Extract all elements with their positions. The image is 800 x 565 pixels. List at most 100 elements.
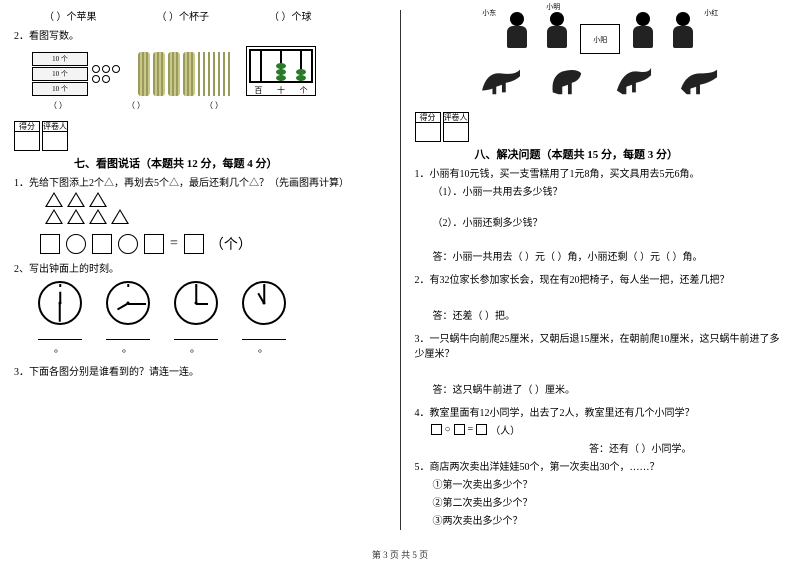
blank-paren: （ ）: [127, 100, 145, 111]
triangle-icon: [45, 209, 63, 224]
right-column: 小东 小明 小阳 小红 得分: [401, 0, 800, 540]
clock-face: [38, 281, 82, 325]
period: 。: [54, 340, 64, 355]
circle-icon: [102, 75, 110, 83]
triangle-icon: [45, 192, 63, 207]
score-label: 得分: [14, 121, 40, 131]
count-figures-row: 10 个 10 个 10 个: [32, 46, 386, 96]
q8-5-3: ③两次卖出多少个？: [433, 512, 787, 527]
circle-icon: [92, 75, 100, 83]
kid-icon: [626, 12, 660, 54]
grader-col: 评卷人: [42, 121, 68, 151]
period: 。: [258, 340, 268, 355]
stick-bundle-icon: [153, 52, 165, 96]
label-cup: （ ）个杯子: [157, 8, 210, 23]
loose-circles: [92, 65, 122, 83]
score-col: 得分: [415, 112, 441, 142]
equals-sign: =: [170, 236, 178, 252]
eq-unit: （个）: [210, 234, 252, 254]
hour-hand: [117, 303, 128, 310]
q2-title: 2．看图写数。: [14, 27, 386, 42]
circle-blank: [118, 234, 138, 254]
blank-paren: （ ）: [205, 100, 223, 111]
kid-figure: [626, 12, 660, 54]
abacus-rod: [280, 51, 282, 81]
q8-3: 3．一只蜗牛向前爬25厘米，又朝后退15厘米，在朝前爬10厘米，这只蜗牛前进了多…: [415, 330, 787, 360]
circle-blank: [66, 234, 86, 254]
triangle-row-1: [44, 192, 386, 207]
kid-label: 小东: [482, 8, 496, 18]
q8-4-answer: 答：还有（ ）小同学。: [495, 440, 787, 455]
triangle-row-2: [44, 209, 386, 224]
q7-2: 2、写出钟面上的时刻。: [14, 260, 386, 275]
abacus-frame: [249, 49, 313, 83]
kid-icon: [666, 12, 700, 54]
abacus-col-label: 百: [254, 85, 262, 96]
minute-hand: [128, 303, 146, 305]
kid-figure: 小东: [500, 12, 534, 54]
stick-icon: [213, 52, 215, 96]
stick-bundle-icon: [168, 52, 180, 96]
q8-2: 2．有32位家长参加家长会，现在有20把椅子，每人坐一把，还差几把？: [415, 271, 787, 286]
q8-4: 4．教室里面有12小同学，出去了2人，教室里还有几个小同学？: [415, 404, 787, 419]
eq-unit: （人）: [490, 422, 520, 437]
square-blank: [184, 234, 204, 254]
minute-hand: [195, 286, 197, 304]
grader-blank: [443, 122, 469, 142]
table-object: 小阳: [580, 24, 620, 54]
clocks-row: [38, 281, 386, 325]
abacus-labels: 百 十 个: [247, 85, 315, 97]
stick-icon: [203, 52, 205, 96]
period: 。: [190, 340, 200, 355]
clock-answer-lines: [38, 329, 386, 340]
op: =: [468, 424, 474, 435]
page-footer: 第 3 页 共 5 页: [0, 548, 800, 561]
hour-hand: [196, 303, 208, 305]
score-box: 得分 评卷人: [14, 121, 386, 151]
circle-icon: [102, 65, 110, 73]
triangle-icon: [111, 209, 129, 224]
abacus-rod: [300, 51, 302, 81]
blank-paren: （ ）: [49, 100, 67, 111]
square-blank: [92, 234, 112, 254]
q8-1-answer: 答：小丽一共用去（ ）元（ ）角，小丽还剩（ ）元（ ）角。: [433, 248, 787, 263]
grader-label: 评卷人: [42, 121, 68, 131]
clock-face: [174, 281, 218, 325]
kid-figure: 小明: [540, 12, 574, 54]
grader-blank: [42, 131, 68, 151]
abacus-figure: 百 十 个: [246, 46, 316, 96]
minute-hand: [263, 286, 265, 304]
tick-icon: [127, 284, 129, 287]
triangle-icon: [89, 209, 107, 224]
stick-icon: [228, 52, 230, 96]
tens-boxes-figure: 10 个 10 个 10 个: [32, 52, 122, 96]
eq-boxes: ○ = （人）: [431, 422, 521, 437]
stick-bundle-icon: [138, 52, 150, 96]
page-columns: （ ）个苹果 （ ）个杯子 （ ）个球 2．看图写数。 10 个 10 个 10…: [0, 0, 800, 540]
answer-parens-row: （ ） （ ） （ ）: [49, 100, 386, 111]
q8-1: 1．小丽有10元钱，买一支雪糕用了1元8角，买文具用去5元6角。: [415, 165, 787, 180]
q8-5-2: ②第二次卖出多少个？: [433, 494, 787, 509]
stick-icon: [208, 52, 210, 96]
triangle-icon: [67, 209, 85, 224]
dino-icon: [609, 62, 657, 100]
bead-icon: [276, 75, 286, 81]
label-apple: （ ）个苹果: [44, 8, 97, 23]
bead-icon: [276, 63, 286, 69]
score-label: 得分: [415, 112, 441, 122]
grader-label: 评卷人: [443, 112, 469, 122]
q8-5: 5．商店两次卖出洋娃娃50个，第一次卖出30个，……？: [415, 458, 787, 473]
bead-icon: [276, 69, 286, 75]
box-10: 10 个: [32, 67, 88, 81]
circle-icon: [92, 65, 100, 73]
stick-icon: [218, 52, 220, 96]
q8-1-2: （2）．小丽还剩多少钱？: [433, 214, 787, 229]
tick-icon: [59, 284, 61, 287]
score-box: 得分 评卷人: [415, 112, 787, 142]
circle-icon: [112, 65, 120, 73]
bead-icon: [296, 69, 306, 75]
clock-face: [106, 281, 150, 325]
q7-1: 1．先给下图添上2个△，再划去5个△，最后还剩几个△？（先画图再计算）: [14, 174, 386, 189]
hour-hand: [59, 292, 61, 304]
top-count-labels: （ ）个苹果 （ ）个杯子 （ ）个球: [44, 8, 386, 23]
